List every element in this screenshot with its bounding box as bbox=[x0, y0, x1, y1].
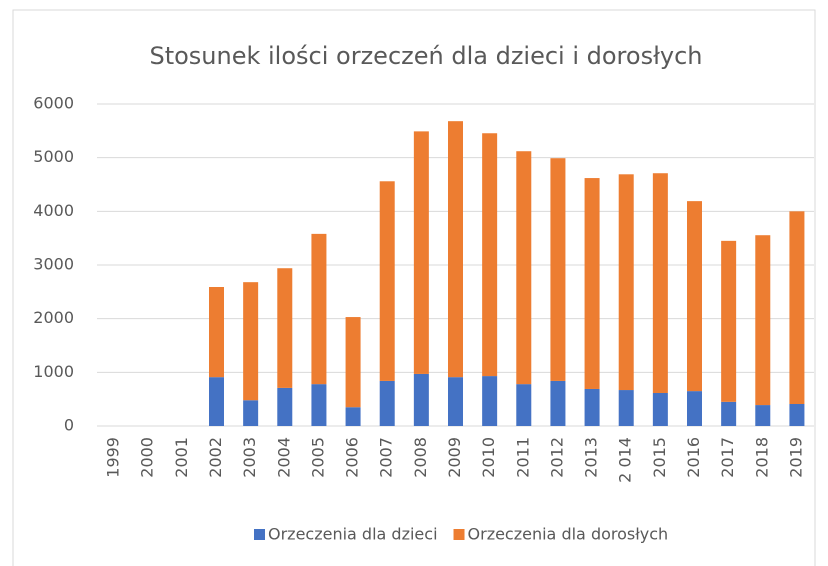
x-tick-label: 2017 bbox=[718, 437, 737, 478]
x-tick-label: 2000 bbox=[138, 437, 157, 478]
bar-segment bbox=[209, 377, 224, 426]
bar-segment bbox=[618, 390, 634, 426]
bar-segment bbox=[243, 400, 259, 426]
x-tick-label: 2011 bbox=[513, 437, 532, 478]
bar-segment bbox=[379, 380, 395, 426]
bar-segment bbox=[345, 407, 361, 426]
bar-segment bbox=[209, 287, 224, 378]
x-tick-label: 2001 bbox=[172, 437, 191, 478]
x-tick-label: 2015 bbox=[650, 437, 669, 478]
y-tick-label: 3000 bbox=[33, 255, 74, 274]
legend-swatch bbox=[453, 529, 465, 540]
bar-segment bbox=[652, 392, 668, 426]
legend-label: Orzeczenia dla dzieci bbox=[268, 525, 438, 544]
y-tick-label: 6000 bbox=[33, 94, 74, 113]
x-tick-label: 2009 bbox=[445, 437, 464, 478]
bar-segment bbox=[516, 151, 532, 385]
x-tick-label: 2019 bbox=[786, 437, 805, 478]
bar-segment bbox=[243, 282, 259, 401]
chart-title: Stosunek ilości orzeczeń dla dzieci i do… bbox=[149, 42, 702, 70]
bar-segment bbox=[413, 131, 429, 374]
y-tick-label: 2000 bbox=[33, 308, 74, 327]
x-tick-label: 2010 bbox=[479, 437, 498, 478]
x-tick-label: 2003 bbox=[240, 437, 259, 478]
x-tick-label: 2005 bbox=[308, 437, 327, 478]
x-tick-label: 2006 bbox=[343, 437, 362, 478]
bar-segment bbox=[277, 387, 293, 426]
x-tick-label: 2016 bbox=[684, 437, 703, 478]
bar-segment bbox=[550, 380, 566, 426]
bar-segment bbox=[755, 405, 771, 426]
bar-segment bbox=[652, 173, 668, 393]
y-tick-label: 0 bbox=[64, 416, 74, 435]
legend-label: Orzeczenia dla dorosłych bbox=[468, 525, 669, 544]
x-tick-label: 2012 bbox=[547, 437, 566, 478]
bar-segment bbox=[311, 233, 327, 385]
bar-segment bbox=[687, 391, 702, 426]
y-tick-label: 4000 bbox=[33, 201, 74, 220]
x-tick-label: 2007 bbox=[377, 437, 396, 478]
bar-segment bbox=[584, 388, 600, 426]
bar-segment bbox=[618, 174, 634, 391]
legend-swatch bbox=[254, 529, 265, 540]
x-tick-label: 2013 bbox=[582, 437, 601, 478]
bar-segment bbox=[277, 268, 293, 388]
x-tick-label: 2008 bbox=[411, 437, 430, 478]
bar-segment bbox=[721, 240, 737, 402]
bar-segment bbox=[311, 384, 327, 426]
bar-segment bbox=[516, 384, 532, 426]
bar-segment bbox=[755, 235, 771, 406]
x-tick-label: 2018 bbox=[752, 437, 771, 478]
x-tick-label: 2002 bbox=[206, 437, 225, 478]
y-tick-label: 1000 bbox=[33, 362, 74, 381]
bar-segment bbox=[550, 158, 566, 381]
bar-segment bbox=[482, 133, 498, 377]
bar-segment bbox=[687, 201, 702, 392]
x-tick-label: 2004 bbox=[274, 437, 293, 478]
bar-segment bbox=[413, 373, 429, 426]
x-tick-label: 2 014 bbox=[616, 437, 635, 483]
bar-segment bbox=[448, 377, 463, 426]
bar-segment bbox=[482, 376, 498, 426]
bar-segment bbox=[584, 178, 600, 389]
bar-segment bbox=[789, 211, 805, 404]
bar-segment bbox=[379, 181, 395, 381]
y-tick-label: 5000 bbox=[33, 147, 74, 166]
bar-segment bbox=[721, 401, 737, 426]
x-tick-label: 1999 bbox=[104, 437, 123, 478]
bar-segment bbox=[345, 317, 361, 408]
bar-segment bbox=[448, 121, 463, 378]
bar-segment bbox=[789, 403, 805, 426]
